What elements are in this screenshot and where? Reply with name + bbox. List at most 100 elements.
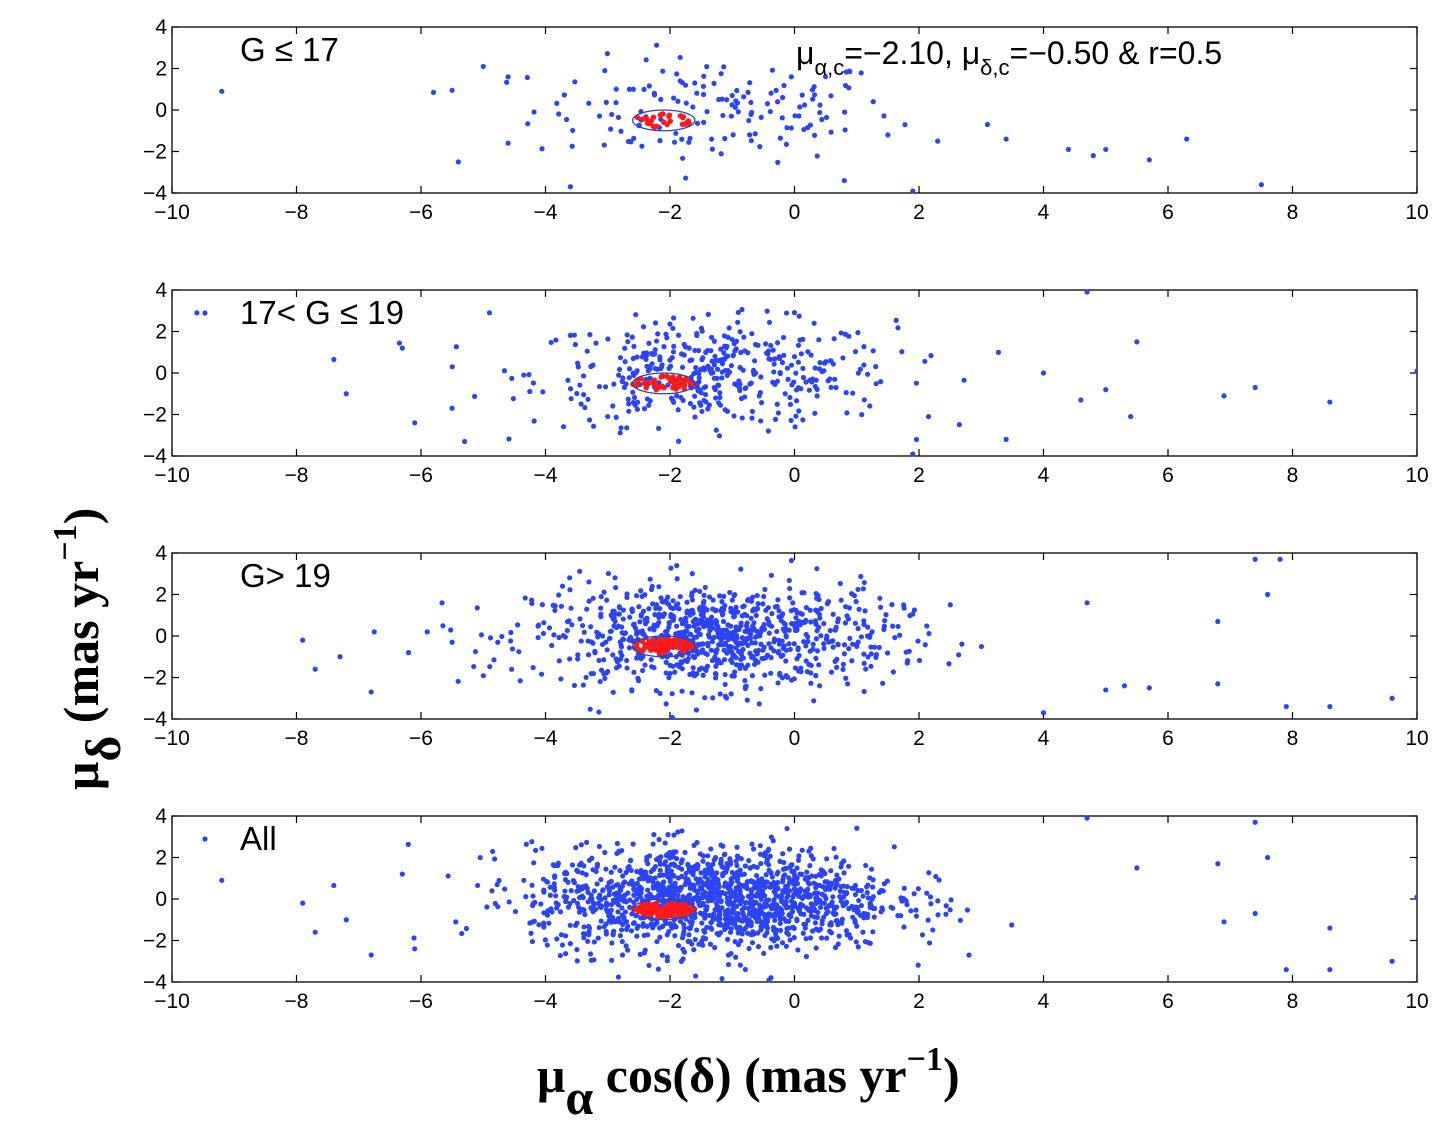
field-star (584, 606, 590, 612)
y-tick-label: 4 (155, 805, 167, 828)
field-star (678, 659, 684, 665)
field-star (648, 586, 655, 593)
field-star (865, 624, 871, 630)
field-star (814, 153, 820, 159)
field-star (780, 851, 786, 857)
field-star (694, 120, 701, 126)
field-star (739, 894, 746, 901)
field-star (611, 615, 617, 621)
field-star (691, 404, 697, 410)
x-tick-label: −4 (534, 727, 558, 750)
field-star (711, 384, 717, 391)
field-star (640, 631, 646, 637)
field-star (838, 883, 844, 890)
field-star (683, 100, 689, 106)
field-star (828, 384, 834, 390)
field-star (777, 916, 783, 922)
field-star (798, 901, 804, 907)
field-star (674, 605, 680, 611)
field-star (805, 634, 811, 640)
field-star (716, 433, 723, 439)
field-star (737, 962, 743, 968)
field-star (585, 938, 591, 944)
selection-circle (632, 372, 696, 395)
field-star (795, 647, 801, 653)
field-star (706, 912, 712, 919)
field-star (562, 888, 568, 894)
field-star (602, 68, 608, 74)
field-star (686, 879, 692, 885)
field-star (587, 951, 594, 957)
field-star (706, 594, 713, 600)
field-star (677, 918, 684, 924)
field-star (821, 900, 828, 906)
field-star (784, 125, 790, 131)
field-star (690, 665, 696, 671)
field-star (711, 911, 717, 917)
field-star (718, 859, 724, 865)
member-star (671, 900, 677, 907)
field-star (612, 575, 618, 581)
field-star (567, 941, 574, 947)
field-star (586, 579, 592, 585)
field-star (774, 871, 780, 877)
field-star (667, 321, 673, 327)
field-star (575, 869, 581, 875)
field-star (762, 655, 769, 661)
field-star (791, 935, 797, 941)
field-star (865, 654, 871, 660)
x-tick-label: 6 (1162, 201, 1174, 224)
field-star (718, 899, 724, 905)
x-tick-label: 4 (1038, 727, 1050, 750)
field-star (531, 918, 537, 924)
field-star (646, 83, 652, 89)
field-star (716, 642, 722, 648)
field-star (744, 879, 750, 885)
field-star (734, 844, 740, 850)
field-star (700, 858, 706, 864)
field-star (704, 904, 710, 910)
field-star (713, 671, 719, 678)
field-star (671, 315, 677, 321)
field-star (841, 642, 848, 648)
field-star (737, 364, 743, 371)
field-star (657, 867, 663, 873)
field-star (596, 657, 602, 664)
field-star (709, 635, 715, 641)
field-star (890, 623, 896, 629)
field-star (819, 116, 825, 123)
field-star (787, 401, 794, 408)
field-star (771, 938, 777, 944)
x-tick-label: 10 (1405, 464, 1428, 487)
field-star (838, 864, 844, 870)
field-star (716, 889, 722, 896)
field-star (808, 352, 814, 358)
field-star (731, 614, 737, 620)
field-star (753, 612, 759, 619)
field-star (637, 619, 643, 625)
field-star (844, 932, 850, 938)
y-tick-label: 0 (155, 888, 167, 911)
field-star (731, 341, 737, 347)
field-star (627, 904, 633, 910)
field-star (758, 919, 764, 925)
field-star (686, 895, 692, 902)
field-star (796, 652, 802, 659)
field-star (1121, 683, 1128, 689)
field-star (817, 904, 824, 910)
field-star (1084, 815, 1090, 821)
field-star (699, 408, 705, 415)
y-tick-label: 0 (155, 99, 167, 122)
field-star (742, 917, 749, 923)
field-star (679, 688, 685, 694)
field-star (841, 894, 847, 900)
field-star (638, 612, 644, 618)
field-star (582, 404, 588, 411)
field-star (712, 654, 718, 660)
field-star (831, 845, 837, 852)
field-star (574, 958, 580, 964)
field-star (806, 848, 812, 854)
field-star (868, 904, 875, 910)
field-star (930, 927, 936, 933)
field-star (489, 888, 495, 894)
